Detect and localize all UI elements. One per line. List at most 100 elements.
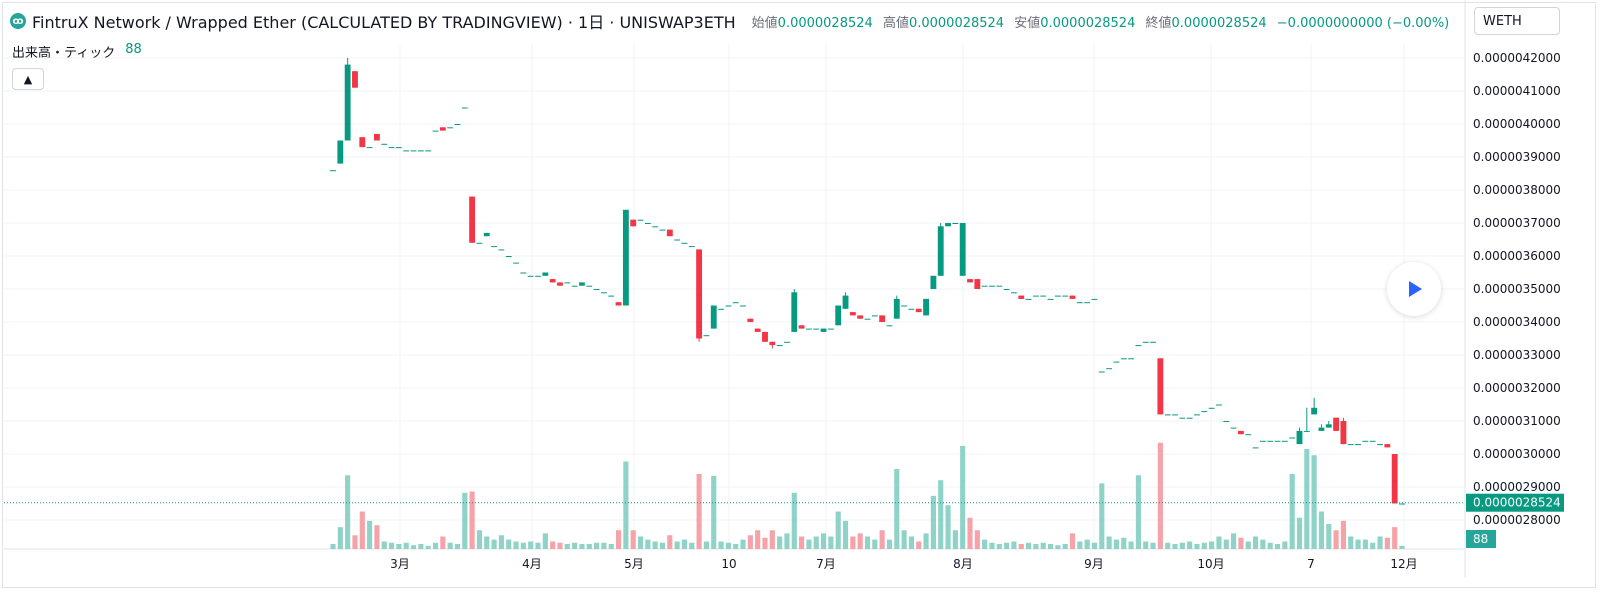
volume-bar (725, 542, 731, 549)
candle-body (1267, 440, 1274, 442)
volume-legend: 出来高・ティック 88 (12, 42, 142, 61)
symbol-input[interactable]: WETH (1474, 7, 1560, 35)
candle-body (1223, 421, 1230, 422)
volume-bar (367, 520, 373, 549)
volume-bar (1135, 475, 1141, 549)
candle-body (791, 292, 798, 332)
candle-body (732, 302, 739, 304)
volume-bar (733, 544, 739, 549)
volume-bar (894, 469, 900, 549)
volume-bar (857, 533, 863, 549)
candle-body (710, 305, 717, 329)
volume-bar (1238, 537, 1244, 549)
volume-bar (1296, 517, 1303, 549)
candle-body (835, 305, 842, 326)
candle-body (425, 150, 432, 152)
volume-label[interactable]: 出来高・ティック (12, 46, 116, 61)
volume-bar (623, 461, 629, 549)
candle-body (1194, 414, 1200, 416)
candle-body (388, 147, 395, 149)
collapse-legend-button[interactable]: ▲ (12, 68, 44, 90)
volume-bar (637, 536, 644, 549)
price-tick-label: 0.0000030000 (1473, 447, 1561, 461)
volume-bar (1047, 544, 1054, 549)
candle-body (1025, 298, 1032, 300)
volume-bar (1355, 539, 1361, 549)
candle-body (1216, 404, 1222, 406)
volume-bar (1033, 544, 1039, 549)
candle-body (1325, 424, 1332, 428)
volume-bar (689, 542, 695, 549)
volume-bar (418, 544, 424, 549)
volume-bar (923, 533, 929, 549)
candle-body (820, 328, 827, 332)
candle-body (557, 282, 563, 286)
price-tick-label: 0.0000041000 (1473, 84, 1561, 98)
volume-bar (777, 536, 783, 549)
candle-body (674, 239, 681, 241)
candle-body (805, 328, 812, 330)
candle-body (520, 272, 527, 274)
volume-bar (1399, 545, 1405, 549)
candle-body (893, 298, 900, 319)
play-button[interactable] (1387, 262, 1441, 316)
candle-body (659, 229, 666, 231)
volume-bar (454, 544, 461, 549)
candle-body (615, 302, 622, 306)
candle-body (681, 242, 688, 244)
volume-bar (513, 541, 519, 549)
candle-body (1303, 430, 1310, 432)
price-tick-label: 0.0000034000 (1473, 315, 1561, 329)
volume-bar (1384, 537, 1390, 549)
volume-bar (1150, 542, 1156, 549)
volume-bar (381, 541, 387, 549)
candle-body (1069, 295, 1076, 299)
volume-bar (967, 517, 973, 549)
candle-body (967, 279, 973, 283)
candle-body (1377, 444, 1383, 446)
candle-body (1179, 417, 1186, 419)
candle-body (1084, 302, 1091, 304)
price-tick-label: 0.0000029000 (1473, 480, 1561, 494)
volume-bar (762, 537, 768, 549)
candle-body (432, 130, 439, 132)
volume-bar (850, 536, 856, 549)
volume-bar (1143, 541, 1149, 549)
candle-body (1347, 444, 1354, 446)
volume-bar (1260, 539, 1266, 549)
time-tick-label: 4月 (522, 557, 542, 571)
candle-body (1340, 421, 1347, 445)
candle-body (762, 331, 768, 342)
candle-body (381, 143, 388, 145)
volume-bar (608, 544, 614, 549)
candle-body (879, 315, 886, 322)
candle-body (754, 328, 761, 332)
last-volume-badge (1466, 530, 1496, 548)
volume-bar (1128, 541, 1134, 549)
change-value: −0.0000000000 (−0.00%) (1276, 15, 1450, 31)
price-tick-label: 0.0000035000 (1473, 282, 1561, 296)
candle-body (747, 318, 754, 322)
volume-bar (528, 541, 534, 549)
candle-body (798, 325, 805, 329)
candle-body (923, 298, 930, 316)
volume-bar (1113, 539, 1120, 549)
volume-bar (1282, 541, 1288, 549)
symbol-title[interactable]: FintruX Network / Wrapped Ether (CALCULA… (32, 13, 736, 32)
volume-bar (1055, 545, 1061, 549)
candle-body (352, 71, 358, 88)
candle-body (981, 285, 988, 287)
volume-bar (960, 445, 966, 549)
volume-bar (821, 533, 827, 549)
close-label: 終値 (1145, 15, 1172, 31)
candle-body (915, 308, 922, 313)
candle-body (901, 305, 908, 307)
candle-body (1318, 427, 1325, 431)
volume-bar (1267, 542, 1273, 549)
low-label: 安値 (1014, 15, 1041, 31)
candle-body (784, 341, 790, 343)
high-value: 0.0000028524 (908, 15, 1005, 31)
volume-bar (667, 535, 673, 549)
